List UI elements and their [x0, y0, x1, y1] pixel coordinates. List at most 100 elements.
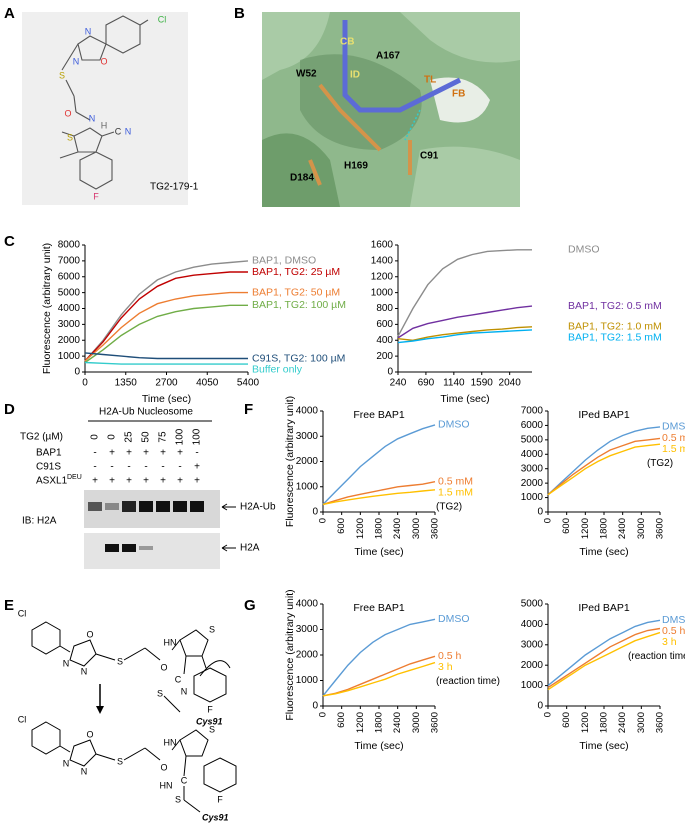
- atom-label: Cl: [158, 14, 167, 24]
- series-label: BAP1, TG2: 50 µM: [252, 286, 340, 298]
- series-label: 0.5 mM: [662, 432, 685, 444]
- series-line: [547, 627, 661, 689]
- y-tick-label: 3000: [296, 624, 319, 635]
- residue-label: C91: [420, 151, 439, 162]
- annotation: (TG2): [647, 458, 673, 469]
- residue-label: ID: [350, 70, 360, 81]
- atom-label: O: [64, 108, 71, 118]
- x-tick-label: 1200: [355, 712, 366, 733]
- atom-label: O: [86, 629, 93, 639]
- series-line: [547, 443, 661, 496]
- row-label: ASXL1: [36, 476, 68, 487]
- series-line: [322, 489, 436, 506]
- x-tick-label: 2400: [392, 712, 403, 733]
- series-line: [397, 329, 533, 344]
- residue-label: W52: [296, 69, 317, 80]
- series-label: BAP1, TG2: 100 µM: [252, 299, 346, 311]
- annotation: (reaction time): [628, 651, 685, 662]
- cell: 100: [192, 428, 203, 445]
- residue-label: H169: [344, 161, 368, 172]
- series-line: [547, 437, 661, 496]
- atom-label: Cl: [18, 608, 27, 618]
- y-tick-label: 2000: [296, 650, 319, 661]
- series-line: [84, 304, 248, 364]
- series-line: [547, 631, 661, 691]
- series-line: [322, 661, 436, 697]
- y-tick-label: 1000: [296, 481, 319, 492]
- series-line: [547, 619, 661, 687]
- atom-label: N: [125, 126, 132, 136]
- cell: +: [177, 476, 183, 487]
- y-tick-label: 1400: [371, 256, 394, 267]
- x-axis-label: Time (sec): [579, 740, 628, 752]
- x-tick-label: 1200: [580, 518, 591, 539]
- cell: 0: [90, 434, 101, 440]
- y-tick-label: 3000: [521, 639, 544, 650]
- atom-label: S: [157, 688, 163, 698]
- row-label-sup: DEU: [67, 474, 82, 481]
- x-tick-label: 1200: [355, 518, 366, 539]
- x-tick-label: 2400: [617, 712, 628, 733]
- series-label: 0.5 h: [662, 625, 685, 637]
- x-tick-label: 2040: [499, 378, 522, 389]
- row-label: C91S: [36, 462, 61, 473]
- residue-label: D184: [290, 173, 314, 184]
- cell: +: [126, 476, 132, 487]
- atom-label: N: [63, 658, 70, 668]
- y-tick-label: 2000: [58, 335, 81, 346]
- atom-label: HN: [164, 637, 177, 647]
- blot-image: [84, 533, 220, 569]
- x-tick-label: 1800: [374, 518, 385, 539]
- residue-label: A167: [376, 51, 400, 62]
- atom-label: F: [207, 704, 213, 714]
- panel-letter: B: [234, 5, 245, 22]
- y-tick-label: 4000: [296, 599, 319, 610]
- cell: -: [93, 462, 96, 473]
- x-axis-label: Time (sec): [579, 546, 628, 558]
- cell: +: [126, 448, 132, 459]
- atom-label: N: [181, 686, 188, 696]
- y-tick-label: 1000: [371, 287, 394, 298]
- cell: -: [93, 448, 96, 459]
- atom-label: F: [93, 191, 99, 201]
- x-tick-label: 0: [318, 712, 329, 717]
- atom-label: N: [73, 56, 80, 66]
- y-tick-label: 4000: [296, 406, 319, 417]
- atom-label: S: [209, 624, 215, 634]
- residue-label: TL: [424, 75, 436, 86]
- y-tick-label: 3000: [58, 319, 81, 330]
- atom-label: N: [81, 666, 88, 676]
- y-tick-label: 1200: [371, 271, 394, 282]
- series-label: C91S, TG2: 100 µM: [252, 352, 345, 364]
- series-label: DMSO: [438, 613, 470, 625]
- y-tick-label: 800: [376, 303, 393, 314]
- arrow: [221, 503, 236, 552]
- y-tick-label: 2000: [521, 660, 544, 671]
- annotation: (TG2): [436, 501, 462, 512]
- x-tick-label: 1800: [599, 518, 610, 539]
- series-label: 3 h: [438, 661, 453, 673]
- atom-label: F: [217, 794, 223, 804]
- series-label: 3 h: [662, 636, 677, 648]
- chart-title: IPed BAP1: [578, 409, 630, 421]
- series-label: DMSO: [662, 614, 685, 626]
- x-tick-label: 3600: [430, 712, 441, 733]
- cell: -: [195, 448, 198, 459]
- x-tick-label: 3000: [411, 712, 422, 733]
- y-tick-label: 0: [312, 507, 318, 518]
- atom-label: N: [85, 26, 92, 36]
- cell: +: [143, 448, 149, 459]
- x-tick-label: 5400: [237, 378, 260, 389]
- series-label: BAP1, TG2: 1.5 mM: [568, 332, 662, 344]
- x-tick-label: 2400: [617, 518, 628, 539]
- y-tick-label: 0: [537, 701, 543, 712]
- y-axis-label: Fluorescence (arbitrary unit): [284, 396, 296, 527]
- x-tick-label: 3000: [411, 518, 422, 539]
- atom-label: S: [117, 756, 123, 766]
- atom-label: S: [117, 656, 123, 666]
- cell: +: [143, 476, 149, 487]
- x-tick-label: 600: [561, 518, 572, 534]
- panel-letter: C: [4, 233, 15, 250]
- series-label: DMSO: [438, 419, 470, 431]
